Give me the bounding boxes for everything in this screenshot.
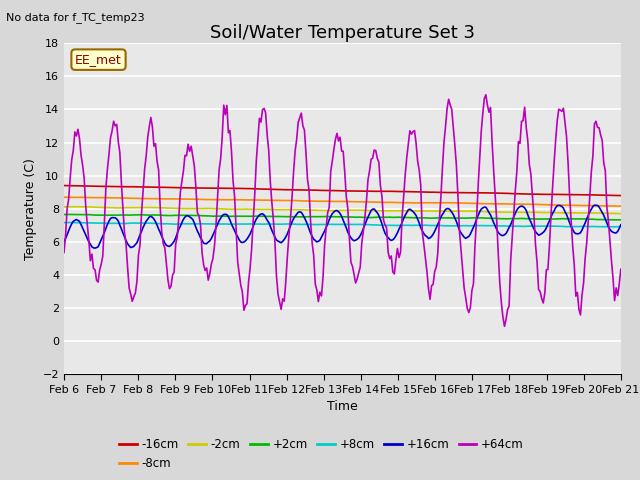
-8cm: [129, 195, 136, 201]
+2cm: [228, 214, 236, 219]
+16cm: [60, 239, 68, 245]
+64cm: [589, 153, 596, 159]
+8cm: [130, 220, 138, 226]
-2cm: [305, 207, 313, 213]
Y-axis label: Temperature (C): Temperature (C): [24, 158, 37, 260]
+16cm: [305, 226, 313, 232]
Line: +2cm: +2cm: [64, 215, 621, 220]
-16cm: [129, 184, 136, 190]
+8cm: [611, 224, 618, 230]
-16cm: [226, 185, 234, 191]
-2cm: [228, 206, 236, 212]
+64cm: [244, 279, 252, 285]
Title: Soil/Water Temperature Set 3: Soil/Water Temperature Set 3: [210, 24, 475, 42]
+64cm: [60, 250, 68, 255]
-2cm: [68, 204, 76, 210]
-2cm: [60, 204, 68, 210]
+16cm: [255, 212, 263, 218]
-16cm: [586, 192, 594, 198]
+16cm: [246, 231, 254, 237]
-2cm: [246, 206, 254, 212]
Text: No data for f_TC_temp23: No data for f_TC_temp23: [6, 12, 145, 23]
+16cm: [228, 221, 236, 227]
Line: -8cm: -8cm: [64, 197, 621, 206]
-8cm: [616, 203, 623, 209]
+8cm: [228, 221, 236, 227]
+2cm: [614, 217, 621, 223]
+16cm: [130, 243, 138, 249]
+2cm: [130, 212, 138, 218]
+64cm: [226, 128, 234, 133]
Text: EE_met: EE_met: [75, 53, 122, 66]
-16cm: [303, 187, 311, 193]
Line: +64cm: +64cm: [64, 95, 621, 326]
+2cm: [246, 213, 254, 219]
+8cm: [617, 224, 625, 229]
Line: +8cm: +8cm: [64, 223, 621, 227]
-2cm: [255, 206, 263, 212]
-16cm: [244, 186, 252, 192]
+2cm: [71, 212, 79, 217]
Line: -2cm: -2cm: [64, 207, 621, 214]
-2cm: [130, 205, 138, 211]
-8cm: [617, 203, 625, 209]
+64cm: [482, 92, 490, 97]
-16cm: [254, 186, 262, 192]
+2cm: [305, 214, 313, 219]
-8cm: [226, 197, 234, 203]
+2cm: [617, 217, 625, 223]
Legend: -16cm, -8cm, -2cm, +2cm, +8cm, +16cm, +64cm: -16cm, -8cm, -2cm, +2cm, +8cm, +16cm, +6…: [115, 433, 529, 475]
X-axis label: Time: Time: [327, 400, 358, 413]
+64cm: [303, 176, 311, 182]
+16cm: [588, 206, 595, 212]
+8cm: [67, 220, 74, 226]
+8cm: [588, 224, 595, 229]
+64cm: [254, 136, 262, 142]
+64cm: [129, 299, 136, 304]
Line: +16cm: +16cm: [64, 205, 621, 248]
+16cm: [91, 245, 99, 251]
-16cm: [60, 183, 68, 189]
-8cm: [254, 197, 262, 203]
+2cm: [255, 213, 263, 219]
-8cm: [303, 198, 311, 204]
-2cm: [617, 211, 625, 216]
+2cm: [588, 216, 595, 222]
+2cm: [60, 212, 68, 217]
+16cm: [617, 222, 625, 228]
Line: -16cm: -16cm: [64, 186, 621, 195]
+8cm: [60, 220, 68, 226]
-16cm: [617, 192, 625, 198]
+8cm: [305, 221, 313, 227]
-8cm: [60, 194, 68, 200]
-8cm: [586, 203, 594, 208]
+16cm: [591, 203, 598, 208]
+64cm: [617, 266, 625, 272]
+8cm: [255, 221, 263, 227]
+8cm: [246, 221, 254, 227]
+64cm: [500, 324, 508, 329]
-8cm: [244, 197, 252, 203]
-2cm: [588, 210, 595, 216]
